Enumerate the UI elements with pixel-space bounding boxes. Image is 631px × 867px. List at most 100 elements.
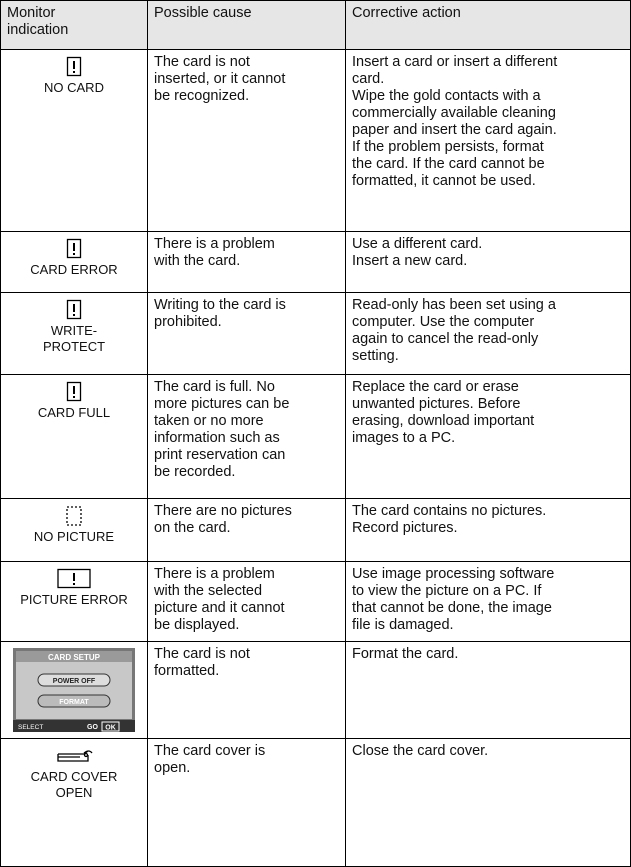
text-line: the card. If the card cannot be bbox=[352, 156, 545, 172]
icon bbox=[66, 56, 82, 77]
text-line: The card is not bbox=[154, 54, 250, 70]
text-line: Monitor bbox=[7, 5, 56, 21]
action-cell: The card contains no pictures. Record pic… bbox=[345, 498, 631, 562]
text-line: CARD COVER bbox=[30, 769, 118, 784]
screen-ok-box bbox=[101, 721, 120, 732]
text-line: formatted, it cannot be used. bbox=[352, 173, 536, 189]
text-line: paper and insert the card again. bbox=[352, 122, 557, 138]
cause-cell: There is a problem with the card. bbox=[147, 231, 346, 293]
cause-cell: There is a problem with the selected pictu… bbox=[147, 561, 346, 642]
text-line: on the card. bbox=[154, 520, 231, 536]
text-line: formatted. bbox=[154, 663, 220, 679]
icon bbox=[66, 506, 82, 526]
icon-part bbox=[57, 568, 91, 589]
screen-option-box bbox=[37, 673, 111, 687]
icon-part bbox=[66, 506, 82, 526]
text-line: CARD FULL bbox=[37, 405, 111, 420]
text-line: with the card. bbox=[154, 253, 241, 269]
text-line: Replace the card or erase bbox=[352, 379, 519, 395]
indication-cell: CARD FULL bbox=[0, 374, 148, 499]
indication-cell: PICTURE ERROR bbox=[0, 561, 148, 642]
icon bbox=[66, 381, 82, 402]
icon-part bbox=[66, 56, 82, 77]
text-line: be recognized. bbox=[154, 88, 250, 104]
text-line: Insert a card or insert a different bbox=[352, 54, 558, 70]
text-line: The card contains no pictures. bbox=[352, 503, 547, 519]
screen-title: CARD SETUP bbox=[48, 653, 101, 662]
text-line: Close the card cover. bbox=[352, 743, 489, 759]
camera-screen: CARD SETUP POWER OFF FORMAT SELECT GO OK bbox=[13, 648, 135, 732]
icon-part bbox=[66, 381, 82, 402]
text-line: OPEN bbox=[55, 785, 93, 800]
text-line: PROTECT bbox=[42, 339, 106, 354]
text-line: more pictures can be bbox=[154, 396, 290, 412]
indication-cell: CARD ERROR bbox=[0, 231, 148, 293]
screen-option-box bbox=[37, 694, 111, 708]
text-line: There are no pictures bbox=[154, 503, 292, 519]
text-line: that cannot be done, the image bbox=[352, 600, 552, 616]
header-cell: Corrective action bbox=[345, 0, 631, 50]
text-line: inserted, or it cannot bbox=[154, 71, 286, 87]
action-cell: Use image processing software to view the… bbox=[345, 561, 631, 642]
text-line: to view the picture on a PC. If bbox=[352, 583, 542, 599]
text-line: Possible cause bbox=[154, 5, 252, 21]
cause-cell: There are no pictures on the card. bbox=[147, 498, 346, 562]
icon-part bbox=[66, 299, 82, 320]
action-cell: Use a different card. Insert a new card. bbox=[345, 231, 631, 293]
icon-part bbox=[66, 238, 82, 259]
text-line: computer. Use the computer bbox=[352, 314, 535, 330]
screen-select: SELECT bbox=[18, 724, 43, 731]
indication-cell: CARD SETUP POWER OFF FORMAT SELECT GO OK bbox=[0, 641, 148, 739]
text-line: Use image processing software bbox=[352, 566, 555, 582]
text-line: unwanted pictures. Before bbox=[352, 396, 521, 412]
cause-cell: Writing to the card is prohibited. bbox=[147, 292, 346, 375]
action-cell: Read-only has been set using a computer. … bbox=[345, 292, 631, 375]
action-cell: Close the card cover. bbox=[345, 738, 631, 867]
icon bbox=[57, 568, 91, 589]
text-line: open. bbox=[154, 760, 191, 776]
indication-cell: CARD COVER OPEN bbox=[0, 738, 148, 867]
text-line: There is a problem bbox=[154, 566, 275, 582]
action-cell: Insert a card or insert a different card.… bbox=[345, 49, 631, 232]
icon-part bbox=[57, 750, 93, 762]
text-line: Corrective action bbox=[352, 5, 461, 21]
text-line: Read-only has been set using a bbox=[352, 297, 556, 313]
screen-go: GO bbox=[87, 724, 98, 731]
action-cell: Replace the card or erase unwanted pictur… bbox=[345, 374, 631, 499]
text-line: The card is full. No bbox=[154, 379, 275, 395]
header-cell: Possible cause bbox=[147, 0, 346, 50]
indication-cell: NO CARD bbox=[0, 49, 148, 232]
indication-cell: WRITE- PROTECT bbox=[0, 292, 148, 375]
cause-cell: The card is full. No more pictures can be… bbox=[147, 374, 346, 499]
screen-ok: OK bbox=[105, 725, 116, 732]
screen-title-bar bbox=[16, 651, 132, 662]
text-line: commercially available cleaning bbox=[352, 105, 556, 121]
text-line: Use a different card. bbox=[352, 236, 483, 252]
text-line: erasing, download important bbox=[352, 413, 535, 429]
header-cell: Monitor indication bbox=[0, 0, 148, 50]
screen-footer bbox=[13, 720, 135, 732]
text-line: information such as bbox=[154, 430, 280, 446]
screen-option: FORMAT bbox=[59, 699, 89, 706]
text-line: print reservation can bbox=[154, 447, 286, 463]
text-line: The card cover is bbox=[154, 743, 266, 759]
text-line: again to cancel the read-only bbox=[352, 331, 539, 347]
text-line: Wipe the gold contacts with a bbox=[352, 88, 541, 104]
screen-option: POWER OFF bbox=[53, 678, 96, 685]
text-line: images to a PC. bbox=[352, 430, 456, 446]
text-line: Record pictures. bbox=[352, 520, 458, 536]
icon bbox=[57, 750, 93, 762]
action-cell: Format the card. bbox=[345, 641, 631, 739]
text-line: taken or no more bbox=[154, 413, 264, 429]
text-line: CARD ERROR bbox=[30, 262, 118, 277]
text-line: card. bbox=[352, 71, 385, 87]
text-line: Writing to the card is bbox=[154, 297, 286, 313]
text-line: Insert a new card. bbox=[352, 253, 468, 269]
text-line: setting. bbox=[352, 348, 399, 364]
icon bbox=[66, 238, 82, 259]
text-line: file is damaged. bbox=[352, 617, 454, 633]
text-line: If the problem persists, format bbox=[352, 139, 544, 155]
text-line: NO CARD bbox=[44, 80, 104, 95]
indication-cell: NO PICTURE bbox=[0, 498, 148, 562]
text-line: The card is not bbox=[154, 646, 250, 662]
